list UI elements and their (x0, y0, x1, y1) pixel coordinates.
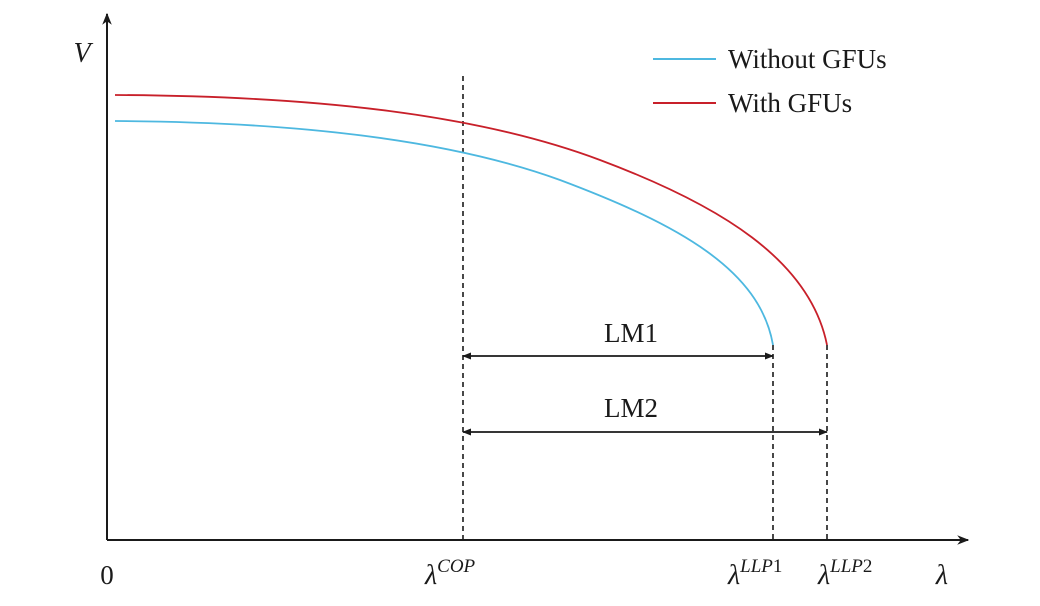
curve-with-gfus (114, 94, 828, 346)
legend: Without GFUs With GFUs (653, 44, 887, 118)
marker-llp1: λLLP1 (727, 556, 782, 591)
origin-label: 0 (100, 560, 114, 590)
legend-label-without-gfus: Without GFUs (728, 44, 887, 74)
marker-cop: λCOP (424, 556, 476, 591)
lm1-label: LM1 (604, 318, 658, 348)
legend-label-with-gfus: With GFUs (728, 88, 852, 118)
curve-without-gfus (114, 120, 774, 346)
marker-llp2: λLLP2 (817, 556, 872, 591)
y-axis-label: V (73, 38, 93, 69)
x-axis-label: λ (935, 560, 948, 591)
lm2-label: LM2 (604, 393, 658, 423)
